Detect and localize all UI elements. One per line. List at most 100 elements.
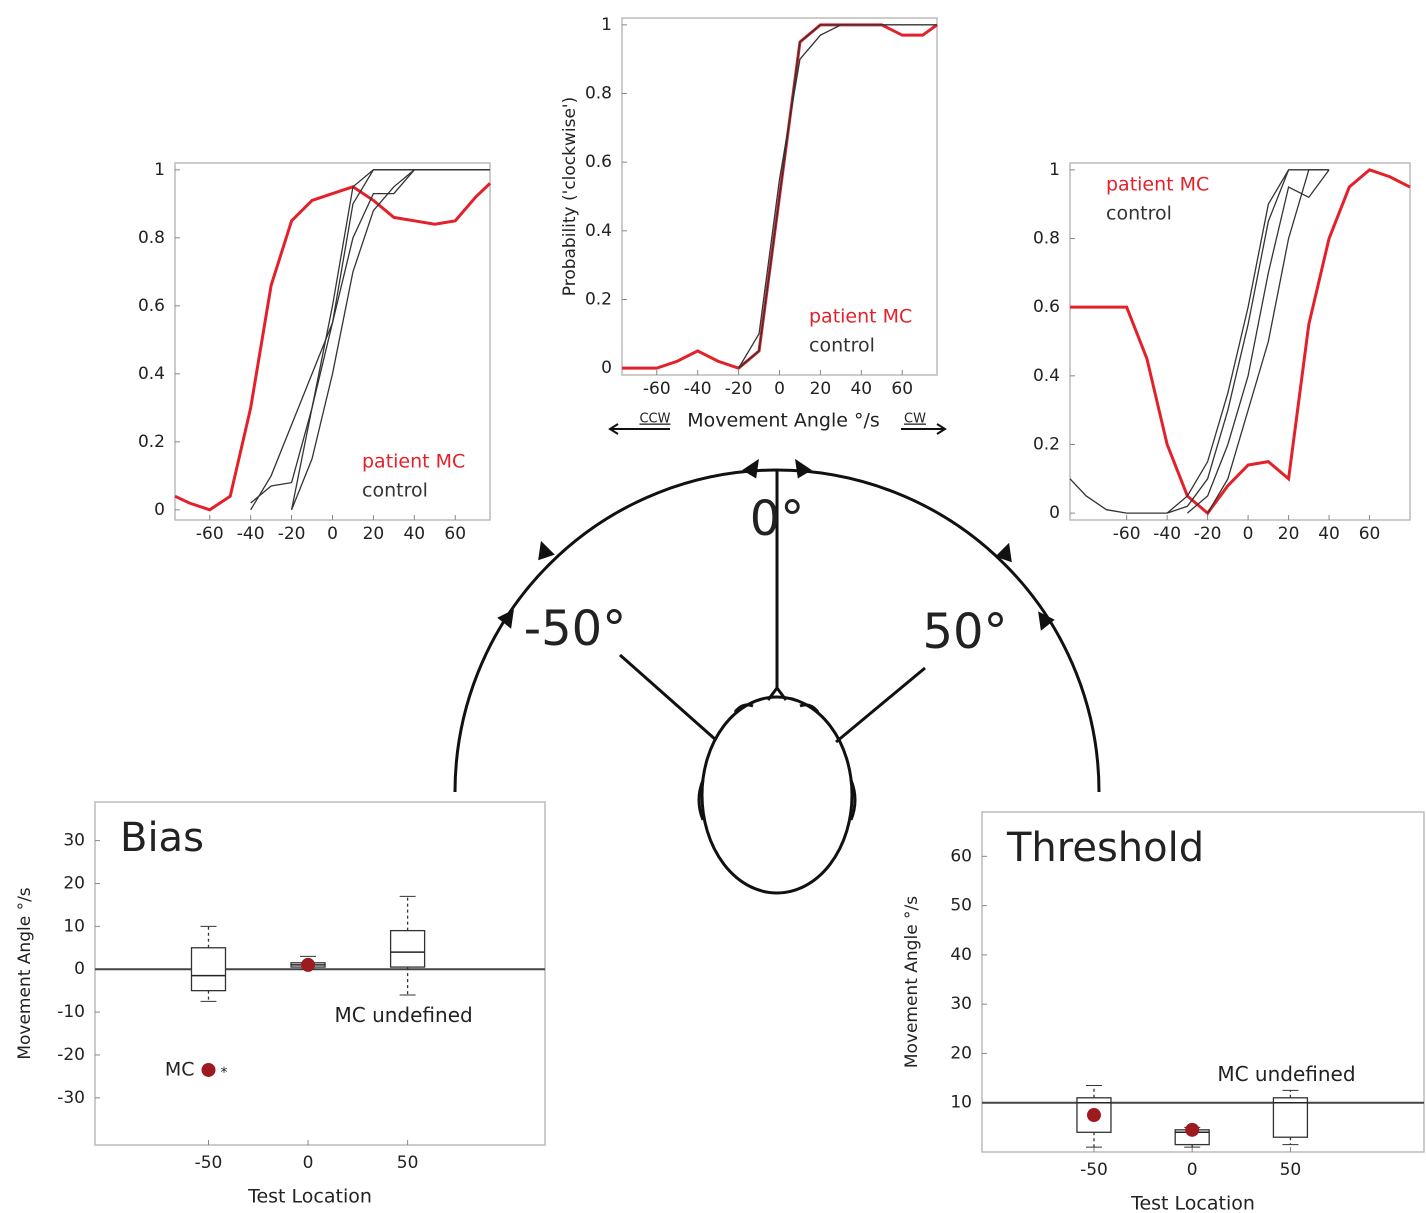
y-tick-label: 0.4 (138, 364, 165, 384)
ccw-arrow (608, 423, 670, 435)
annotation: MC undefined (335, 1003, 473, 1027)
legend-entry: control (1106, 203, 1172, 225)
curve (1207, 169, 1330, 514)
x-tick-label: -40 (684, 379, 712, 399)
line-50 (835, 666, 926, 744)
x-tick-label: -20 (1194, 524, 1222, 544)
curve (1186, 169, 1330, 514)
x-tick-label: -60 (196, 524, 224, 544)
y-tick-label: 0.4 (585, 221, 612, 241)
y-tick-label: 0.2 (1033, 434, 1060, 454)
point-label: MC (165, 1058, 195, 1080)
y-tick-label: -30 (57, 1088, 85, 1108)
curve (738, 24, 937, 369)
y-tick-label: 0.2 (138, 432, 165, 452)
y-tick-label: 0.6 (1033, 297, 1060, 317)
x-tick-label: -60 (643, 379, 671, 399)
cw-arrow (901, 423, 947, 435)
legend-entry: patient MC (1106, 174, 1209, 196)
y-tick-label: 10 (63, 916, 85, 936)
y-tick-label: -10 (57, 1002, 85, 1022)
y-tick-label: 50 (950, 896, 972, 916)
box (389, 929, 426, 968)
x-tick-label: -50 (195, 1153, 223, 1173)
x-axis-label: Movement Angle °/s (687, 410, 880, 432)
chart-title: Threshold (1006, 825, 1204, 871)
x-axis-label: Test Location (247, 1186, 372, 1208)
legend-entry: control (362, 480, 428, 502)
y-tick-label: 0.8 (585, 84, 612, 104)
angle-label: 0° (750, 491, 805, 547)
x-tick-label: 20 (1278, 524, 1300, 544)
plot-frame (94, 801, 546, 1146)
y-tick-label: 0 (74, 959, 85, 979)
y-tick-label: 1 (1049, 160, 1060, 180)
y-tick-label: 0.2 (585, 289, 612, 309)
y-tick-label: 0.4 (1033, 366, 1060, 386)
y-tick-label: 30 (950, 994, 972, 1014)
y-tick-label: 10 (950, 1093, 972, 1113)
x-tick-label: 0 (774, 379, 785, 399)
patient-point (301, 957, 316, 972)
x-tick-label: -40 (1153, 524, 1181, 544)
y-tick-label: 1 (154, 160, 165, 180)
x-tick-label: -40 (237, 524, 265, 544)
y-tick-label: 0.8 (1033, 229, 1060, 249)
x-tick-label: 40 (403, 524, 425, 544)
angle-label: 50° (922, 604, 1007, 660)
curve (290, 169, 490, 511)
x-tick-label: 50 (397, 1153, 419, 1173)
x-tick-label: 20 (363, 524, 385, 544)
x-tick-label: 40 (850, 379, 872, 399)
x-tick-label: 50 (1280, 1160, 1302, 1180)
x-tick-label: 20 (810, 379, 832, 399)
box (1272, 1097, 1309, 1138)
y-tick-label: 0 (601, 358, 612, 378)
x-tick-label: 60 (1359, 524, 1381, 544)
patient-point (1185, 1122, 1200, 1137)
x-tick-label: -20 (725, 379, 753, 399)
x-tick-label: 0 (1187, 1160, 1198, 1180)
chart-title: Bias (120, 815, 204, 861)
y-tick-label: 1 (601, 15, 612, 35)
ccw-label: CCW (639, 412, 670, 427)
legend-entry: control (809, 335, 875, 357)
x-tick-label: 40 (1318, 524, 1340, 544)
x-tick-label: 60 (444, 524, 466, 544)
y-axis-label: Probability ('clockwise') (560, 97, 580, 296)
ears (697, 779, 857, 821)
x-tick-label: -20 (278, 524, 306, 544)
line-m50 (619, 653, 717, 742)
y-tick-label: 0 (154, 500, 165, 520)
y-tick-label: 20 (63, 873, 85, 893)
curve (1166, 169, 1330, 514)
y-axis-label: Movement Angle °/s (902, 896, 922, 1068)
head-diagram (453, 458, 1101, 895)
box (190, 947, 227, 992)
patient-point (1086, 1108, 1101, 1123)
y-tick-label: 30 (63, 831, 85, 851)
annotation: MC undefined (1217, 1062, 1355, 1086)
x-tick-label: 0 (1243, 524, 1254, 544)
x-tick-label: 60 (891, 379, 913, 399)
arrows-right (995, 542, 1055, 631)
y-tick-label: 0.8 (138, 228, 165, 248)
plot-frame (981, 811, 1425, 1153)
y-axis-label: Movement Angle °/s (15, 887, 35, 1059)
arrows-top (742, 458, 812, 479)
patient-point (201, 1062, 216, 1077)
y-tick-label: 0 (1049, 503, 1060, 523)
x-tick-label: -50 (1080, 1160, 1108, 1180)
curve (1069, 169, 1330, 514)
curve (174, 182, 492, 512)
y-tick-label: 60 (950, 846, 972, 866)
y-tick-label: 20 (950, 1043, 972, 1063)
y-tick-label: 0.6 (138, 296, 165, 316)
legend-entry: patient MC (809, 306, 912, 328)
arrows-left (497, 540, 555, 629)
legend-entry: patient MC (362, 451, 465, 473)
y-tick-label: -20 (57, 1045, 85, 1065)
curve (1070, 168, 1411, 516)
x-axis-label: Test Location (1130, 1193, 1255, 1213)
